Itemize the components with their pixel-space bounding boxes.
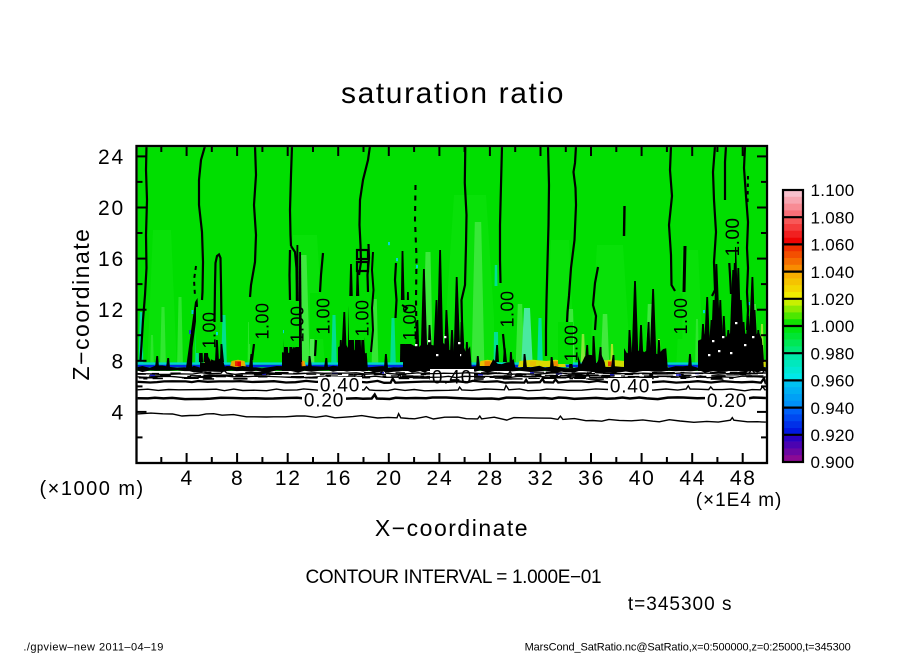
svg-text:(×1E4 m): (×1E4 m) — [696, 490, 783, 511]
svg-text:48: 48 — [730, 467, 757, 490]
svg-text:0.20: 0.20 — [707, 391, 747, 412]
svg-text:20: 20 — [98, 197, 125, 220]
svg-text:Z−coordinate: Z−coordinate — [68, 228, 94, 381]
svg-text:X−coordinate: X−coordinate — [375, 515, 529, 541]
svg-text:4: 4 — [112, 401, 125, 424]
svg-text:0.940: 0.940 — [811, 399, 855, 418]
svg-text:8: 8 — [112, 350, 125, 373]
svg-text:CONTOUR INTERVAL = 1.000E−01: CONTOUR INTERVAL = 1.000E−01 — [306, 567, 602, 588]
svg-text:1.00: 1.00 — [400, 303, 420, 340]
svg-text:32: 32 — [528, 467, 555, 490]
svg-text:1.00: 1.00 — [352, 299, 372, 336]
svg-text:12: 12 — [98, 299, 125, 322]
svg-text:1.00: 1.00 — [199, 311, 219, 348]
svg-text:16: 16 — [325, 467, 352, 490]
svg-text:0.40: 0.40 — [610, 376, 650, 397]
svg-text:1.040: 1.040 — [811, 263, 855, 282]
svg-text:1.00: 1.00 — [252, 302, 272, 339]
svg-text:1.100: 1.100 — [811, 181, 855, 200]
svg-text:1.080: 1.080 — [811, 208, 855, 227]
svg-text:28: 28 — [477, 467, 504, 490]
svg-text:1.00: 1.00 — [497, 290, 517, 327]
svg-text:44: 44 — [679, 467, 706, 490]
svg-text:1.020: 1.020 — [811, 290, 855, 309]
svg-text:36: 36 — [578, 467, 605, 490]
svg-text:1.00: 1.00 — [561, 324, 581, 361]
svg-text:1.00: 1.00 — [723, 218, 744, 257]
svg-text:1.000: 1.000 — [811, 317, 855, 336]
svg-text:(×1000 m): (×1000 m) — [40, 478, 145, 500]
svg-text:12: 12 — [275, 467, 302, 490]
svg-text:16: 16 — [98, 248, 125, 271]
svg-text:40: 40 — [629, 467, 656, 490]
svg-text:8: 8 — [231, 467, 244, 490]
svg-text:t=345300 s: t=345300 s — [628, 594, 733, 615]
svg-text:1.00: 1.00 — [287, 305, 307, 342]
svg-text:0.900: 0.900 — [811, 453, 855, 472]
svg-text:0.980: 0.980 — [811, 344, 855, 363]
svg-text:20: 20 — [376, 467, 403, 490]
svg-text:0.20: 0.20 — [304, 391, 344, 412]
svg-text:0.960: 0.960 — [811, 372, 855, 391]
svg-text:MarsCond_SatRatio.nc@SatRatio,: MarsCond_SatRatio.nc@SatRatio,x=0:500000… — [525, 642, 851, 654]
svg-text:4: 4 — [180, 467, 193, 490]
svg-text:1.00: 1.00 — [313, 297, 333, 334]
svg-text:./gpview–new 2011–04–19: ./gpview–new 2011–04–19 — [23, 642, 163, 654]
svg-text:24: 24 — [427, 467, 454, 490]
svg-text:0.920: 0.920 — [811, 426, 855, 445]
svg-text:saturation ratio: saturation ratio — [341, 77, 565, 110]
svg-text:24: 24 — [98, 146, 125, 169]
svg-text:1.00: 1.00 — [671, 297, 691, 334]
svg-text:0.40: 0.40 — [320, 375, 360, 396]
svg-text:1.060: 1.060 — [811, 236, 855, 255]
